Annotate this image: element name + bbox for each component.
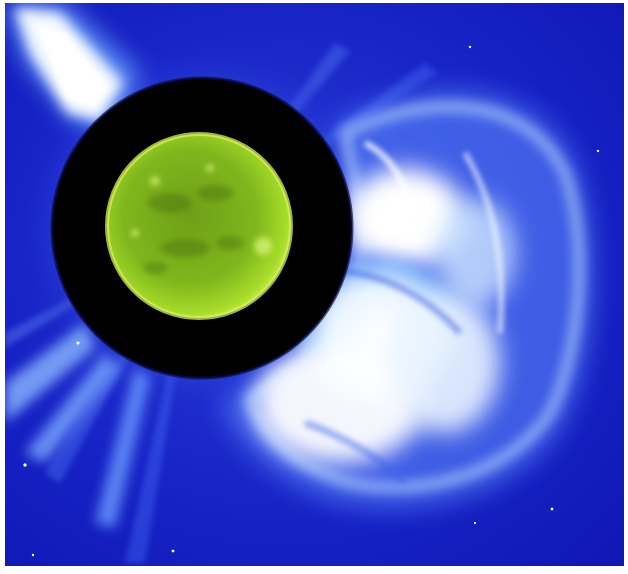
active-region-bright [254, 237, 272, 255]
coronagraph-scene [5, 3, 624, 566]
coronagraph-image [5, 3, 624, 566]
lower-left-rays [5, 323, 150, 528]
upper-left-streamer [5, 3, 140, 128]
sun-disk [105, 132, 293, 320]
background-stars [23, 45, 600, 557]
